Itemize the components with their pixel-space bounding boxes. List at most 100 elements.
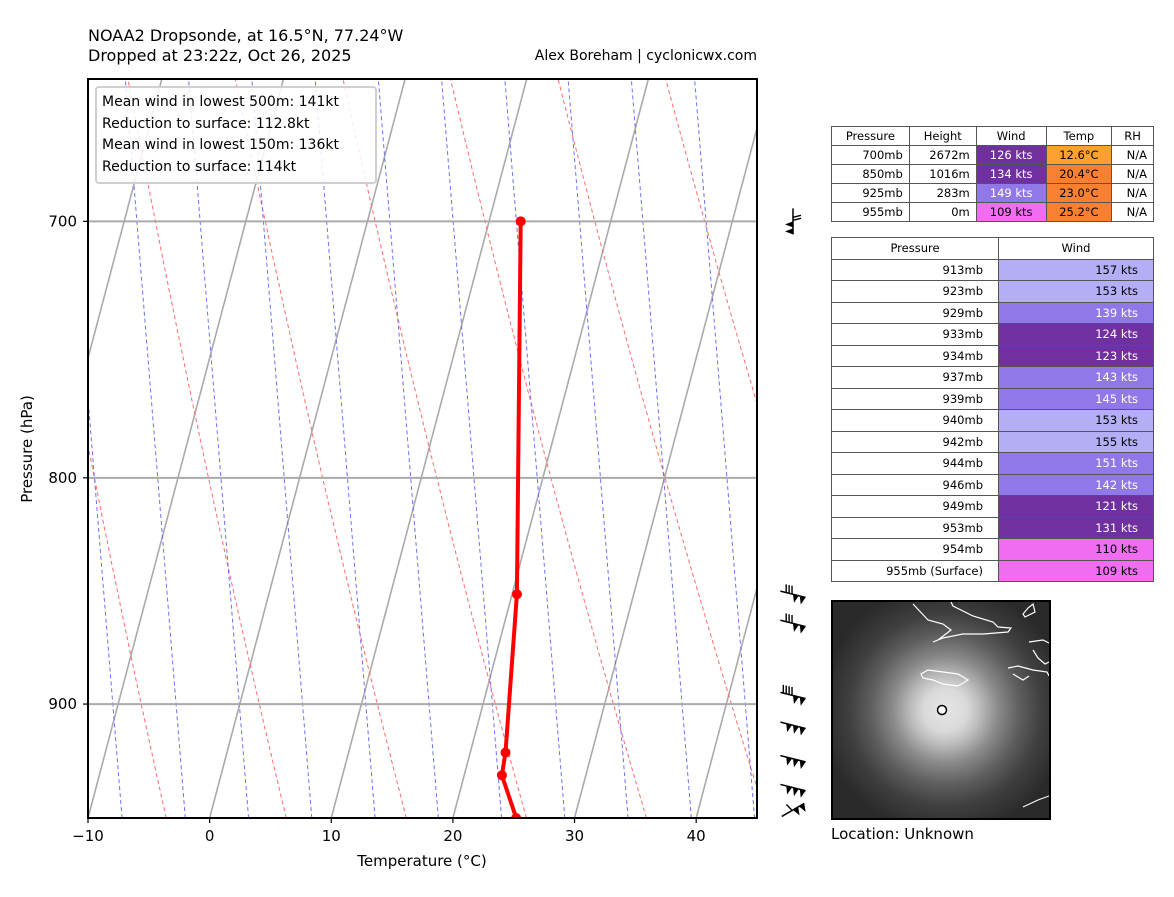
header-height: Height <box>908 126 977 146</box>
temperature-line <box>499 221 523 818</box>
temperature-point <box>511 813 522 818</box>
level-pressure-cell: 942mb <box>831 430 999 453</box>
level-pressure-cell: 953mb <box>831 516 999 539</box>
header-pressure: Pressure <box>831 126 910 146</box>
levels-table-row: 942mb 155 kts <box>831 430 1154 453</box>
wind-barb <box>780 754 806 769</box>
level-wind-cell: 139 kts <box>998 301 1154 324</box>
pressure-cell: 850mb <box>831 164 910 184</box>
wind-cell: 149 kts <box>975 183 1047 203</box>
level-pressure-cell: 944mb <box>831 452 999 475</box>
wind-barb <box>780 783 806 798</box>
temperature-point <box>496 770 507 781</box>
height-cell: 0m <box>908 202 977 222</box>
wind-barb-staff <box>780 783 806 792</box>
levels-table-row: 949mb 121 kts <box>831 495 1154 518</box>
level-pressure-cell: 929mb <box>831 301 999 324</box>
level-pressure-cell: 939mb <box>831 387 999 410</box>
levels-table: Pressure Wind 913mb 157 kts 923mb 153 kts 92… <box>831 237 1154 582</box>
chart-title-line1: NOAA2 Dropsonde, at 16.5°N, 77.24°W <box>88 26 404 45</box>
temperature-point <box>511 589 522 600</box>
level-pressure-cell: 933mb <box>831 323 999 346</box>
dry-adiabat-line <box>557 79 757 790</box>
level-wind-cell: 145 kts <box>998 387 1154 410</box>
dry-adiabat-line <box>88 442 167 818</box>
wind-barb-flag <box>793 787 799 797</box>
level-wind-cell: 121 kts <box>998 495 1154 518</box>
level-wind-cell: 157 kts <box>998 258 1154 281</box>
wind-barb-flag <box>793 806 800 816</box>
moist-adiabat-line <box>504 79 566 818</box>
levels-table-row: 937mb 143 kts <box>831 366 1154 389</box>
isotherm-line <box>88 79 285 818</box>
wind-barb-flag <box>793 623 799 632</box>
x-tick-label: −10 <box>72 827 104 845</box>
y-tick-label: 700 <box>48 212 77 230</box>
wind-barb-line <box>791 585 793 595</box>
south-coastline <box>1022 795 1049 808</box>
wind-barb-flag <box>799 697 806 706</box>
wind-barb <box>780 613 806 634</box>
moist-adiabat-line <box>758 79 818 818</box>
level-wind-cell: 155 kts <box>998 430 1154 453</box>
wind-cell: 134 kts <box>975 164 1047 184</box>
pressure-cell: 955mb <box>831 202 910 222</box>
isotherm-line <box>208 79 406 818</box>
isotherm-line <box>330 79 528 818</box>
level-wind-cell: 153 kts <box>998 280 1154 303</box>
levels-table-row: 934mb 123 kts <box>831 344 1154 367</box>
level-pressure-cell: 946mb <box>831 473 999 496</box>
dry-adiabat-line <box>450 79 647 818</box>
plot-frame <box>87 78 758 819</box>
temp-cell: 23.0°C <box>1045 183 1113 203</box>
level-wind-cell: 123 kts <box>998 344 1154 367</box>
credit-text: Alex Boreham | cyclonicwx.com <box>534 48 757 64</box>
rh-cell: N/A <box>1111 183 1154 203</box>
header-wind: Wind <box>998 237 1154 260</box>
wind-barb-flag <box>799 595 806 605</box>
moist-adiabat-line <box>314 79 376 818</box>
wind-barb-staff <box>780 721 806 730</box>
temp-cell: 25.2°C <box>1045 202 1113 222</box>
rh-cell: N/A <box>1111 164 1154 184</box>
levels-table-row: 913mb 157 kts <box>831 258 1154 281</box>
wind-barb-line <box>785 613 787 622</box>
temp-cell: 12.6°C <box>1045 145 1113 165</box>
header-pressure: Pressure <box>831 237 999 260</box>
levels-header-row: Pressure Wind <box>831 237 1154 260</box>
wind-barb-line <box>785 804 793 811</box>
rh-cell: N/A <box>1111 145 1154 165</box>
wind-barb-line <box>791 614 793 624</box>
level-wind-cell: 142 kts <box>998 473 1154 496</box>
level-pressure-cell: 955mb (Surface) <box>831 559 999 582</box>
dry-adiabat-line <box>234 79 407 818</box>
levels-table-row: 946mb 142 kts <box>831 473 1154 496</box>
x-tick-label: 30 <box>565 827 584 845</box>
wind-barb-staff <box>780 691 806 700</box>
summary-table-row: 925mb 283m 149 kts 23.0°C N/A <box>831 183 1154 203</box>
levels-table-row: 955mb (Surface) 109 kts <box>831 559 1154 582</box>
wind-barb-line <box>792 217 802 222</box>
temperature-profile <box>496 216 526 818</box>
wind-barb-flag <box>793 695 799 704</box>
y-axis-label: Pressure (hPa) <box>18 395 36 503</box>
wind-barb-flag <box>785 221 793 228</box>
header-wind: Wind <box>975 126 1047 146</box>
satellite-coastlines <box>912 602 1049 808</box>
satellite-image <box>831 600 1051 820</box>
level-wind-cell: 131 kts <box>998 516 1154 539</box>
wind-barb <box>780 584 806 605</box>
wind-barb-line <box>792 214 802 219</box>
level-pressure-cell: 940mb <box>831 409 999 432</box>
moist-adiabat-line <box>124 79 186 818</box>
wind-barb <box>780 684 806 706</box>
level-pressure-cell: 913mb <box>831 258 999 281</box>
levels-table-row: 944mb 151 kts <box>831 452 1154 475</box>
levels-table-row: 954mb 110 kts <box>831 538 1154 561</box>
levels-table-row: 929mb 139 kts <box>831 301 1154 324</box>
legend-line: Reduction to surface: 114kt <box>102 158 297 175</box>
legend-line: Mean wind in lowest 150m: 136kt <box>102 137 339 153</box>
wind-barb-flag <box>799 803 806 812</box>
jamaica-coastline <box>920 669 970 687</box>
